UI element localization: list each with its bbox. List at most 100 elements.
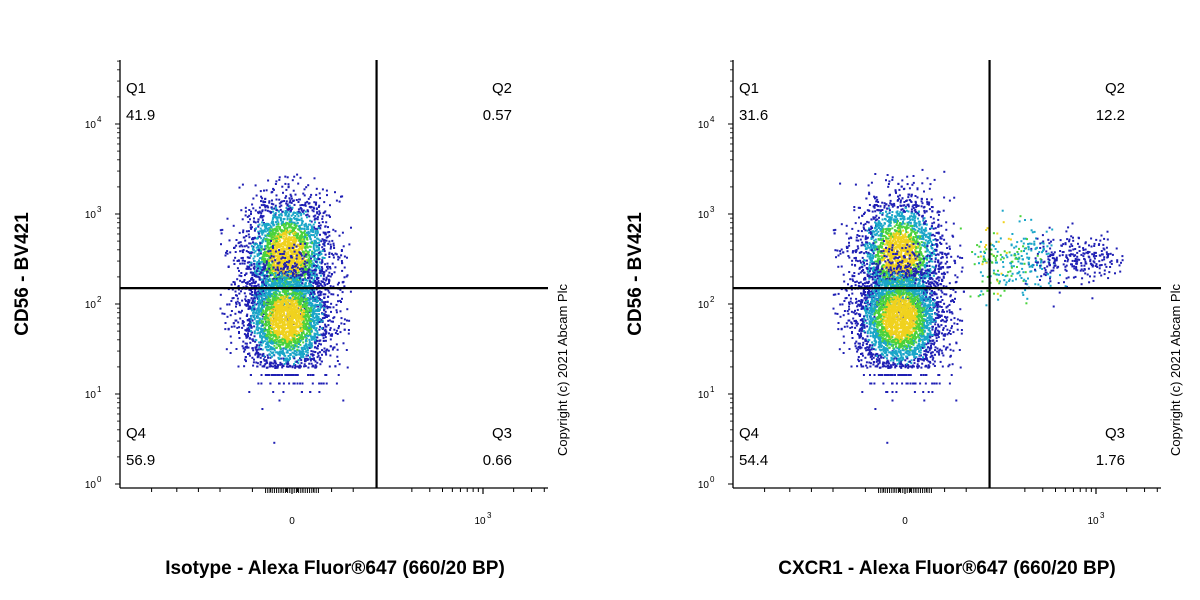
data-point	[314, 227, 317, 230]
data-point	[301, 204, 304, 206]
data-point	[308, 262, 311, 265]
data-point	[242, 231, 245, 234]
data-point	[269, 338, 272, 341]
data-point	[287, 231, 289, 234]
data-point	[290, 292, 293, 295]
data-point	[255, 346, 258, 349]
data-point	[241, 249, 244, 252]
data-point	[301, 222, 304, 225]
data-point	[238, 269, 240, 272]
data-point	[320, 240, 323, 243]
data-point	[275, 362, 278, 365]
data-point	[265, 374, 268, 376]
data-point	[301, 248, 303, 251]
data-point	[276, 247, 278, 249]
data-point	[317, 256, 320, 259]
data-point	[314, 266, 317, 269]
data-point	[266, 338, 269, 341]
data-point	[286, 327, 288, 330]
data-point	[332, 254, 335, 257]
data-point	[288, 311, 291, 314]
data-point	[254, 209, 257, 212]
data-point	[262, 281, 265, 284]
data-point	[308, 273, 311, 276]
data-point	[264, 267, 267, 270]
data-point	[281, 366, 284, 369]
data-point	[305, 292, 308, 295]
data-point	[282, 242, 285, 244]
data-point	[291, 269, 294, 272]
data-point	[279, 229, 282, 232]
data-point	[237, 288, 240, 291]
data-point	[290, 195, 293, 198]
data-point	[314, 298, 317, 301]
data-point	[285, 261, 288, 264]
data-point	[265, 321, 268, 324]
data-point	[293, 250, 296, 253]
data-point	[329, 306, 332, 309]
data-point	[313, 218, 316, 221]
data-point	[267, 222, 270, 225]
data-point	[310, 337, 313, 340]
data-point	[325, 278, 328, 281]
data-point	[297, 249, 300, 251]
data-point	[257, 244, 259, 247]
data-point	[267, 346, 270, 348]
data-point	[286, 217, 289, 220]
data-point	[287, 271, 290, 273]
data-point	[289, 253, 292, 256]
data-point	[303, 353, 305, 355]
data-point	[275, 198, 278, 201]
data-point	[247, 251, 250, 253]
data-point	[285, 252, 288, 255]
data-point	[299, 313, 302, 316]
data-point	[236, 297, 239, 300]
data-point	[307, 307, 310, 309]
data-point	[229, 352, 232, 354]
data-point	[303, 346, 306, 349]
data-point	[310, 291, 312, 294]
data-point	[264, 258, 266, 261]
data-point	[241, 326, 244, 329]
data-point	[245, 304, 248, 306]
data-point	[309, 241, 312, 244]
data-point	[310, 274, 313, 277]
data-point	[285, 213, 288, 215]
data-point	[252, 361, 255, 364]
data-point	[300, 219, 303, 222]
data-point	[241, 281, 244, 284]
data-point	[262, 231, 265, 234]
data-point	[236, 326, 239, 329]
data-point	[291, 267, 294, 270]
data-point	[270, 202, 273, 205]
data-point	[254, 221, 257, 224]
data-point	[276, 272, 279, 275]
data-point	[286, 330, 289, 333]
data-point	[299, 261, 302, 264]
data-point	[294, 288, 297, 291]
data-point	[341, 231, 344, 234]
data-point	[303, 223, 306, 226]
data-point	[326, 283, 329, 285]
data-point	[276, 245, 279, 248]
data-point	[262, 358, 265, 361]
data-point	[332, 242, 335, 245]
data-point	[304, 201, 307, 204]
data-point	[331, 333, 334, 336]
data-point	[330, 273, 333, 275]
data-point	[274, 227, 277, 230]
data-point	[261, 219, 264, 222]
data-point	[256, 253, 259, 256]
data-point	[261, 260, 264, 263]
data-point	[324, 231, 327, 234]
data-point	[245, 281, 247, 284]
data-point	[298, 258, 300, 261]
data-point	[268, 263, 270, 266]
data-point	[245, 230, 248, 233]
data-point	[311, 285, 313, 288]
data-point	[276, 313, 279, 316]
data-point	[247, 221, 250, 223]
data-point	[252, 339, 255, 342]
data-point	[310, 257, 312, 260]
data-point	[295, 280, 298, 283]
